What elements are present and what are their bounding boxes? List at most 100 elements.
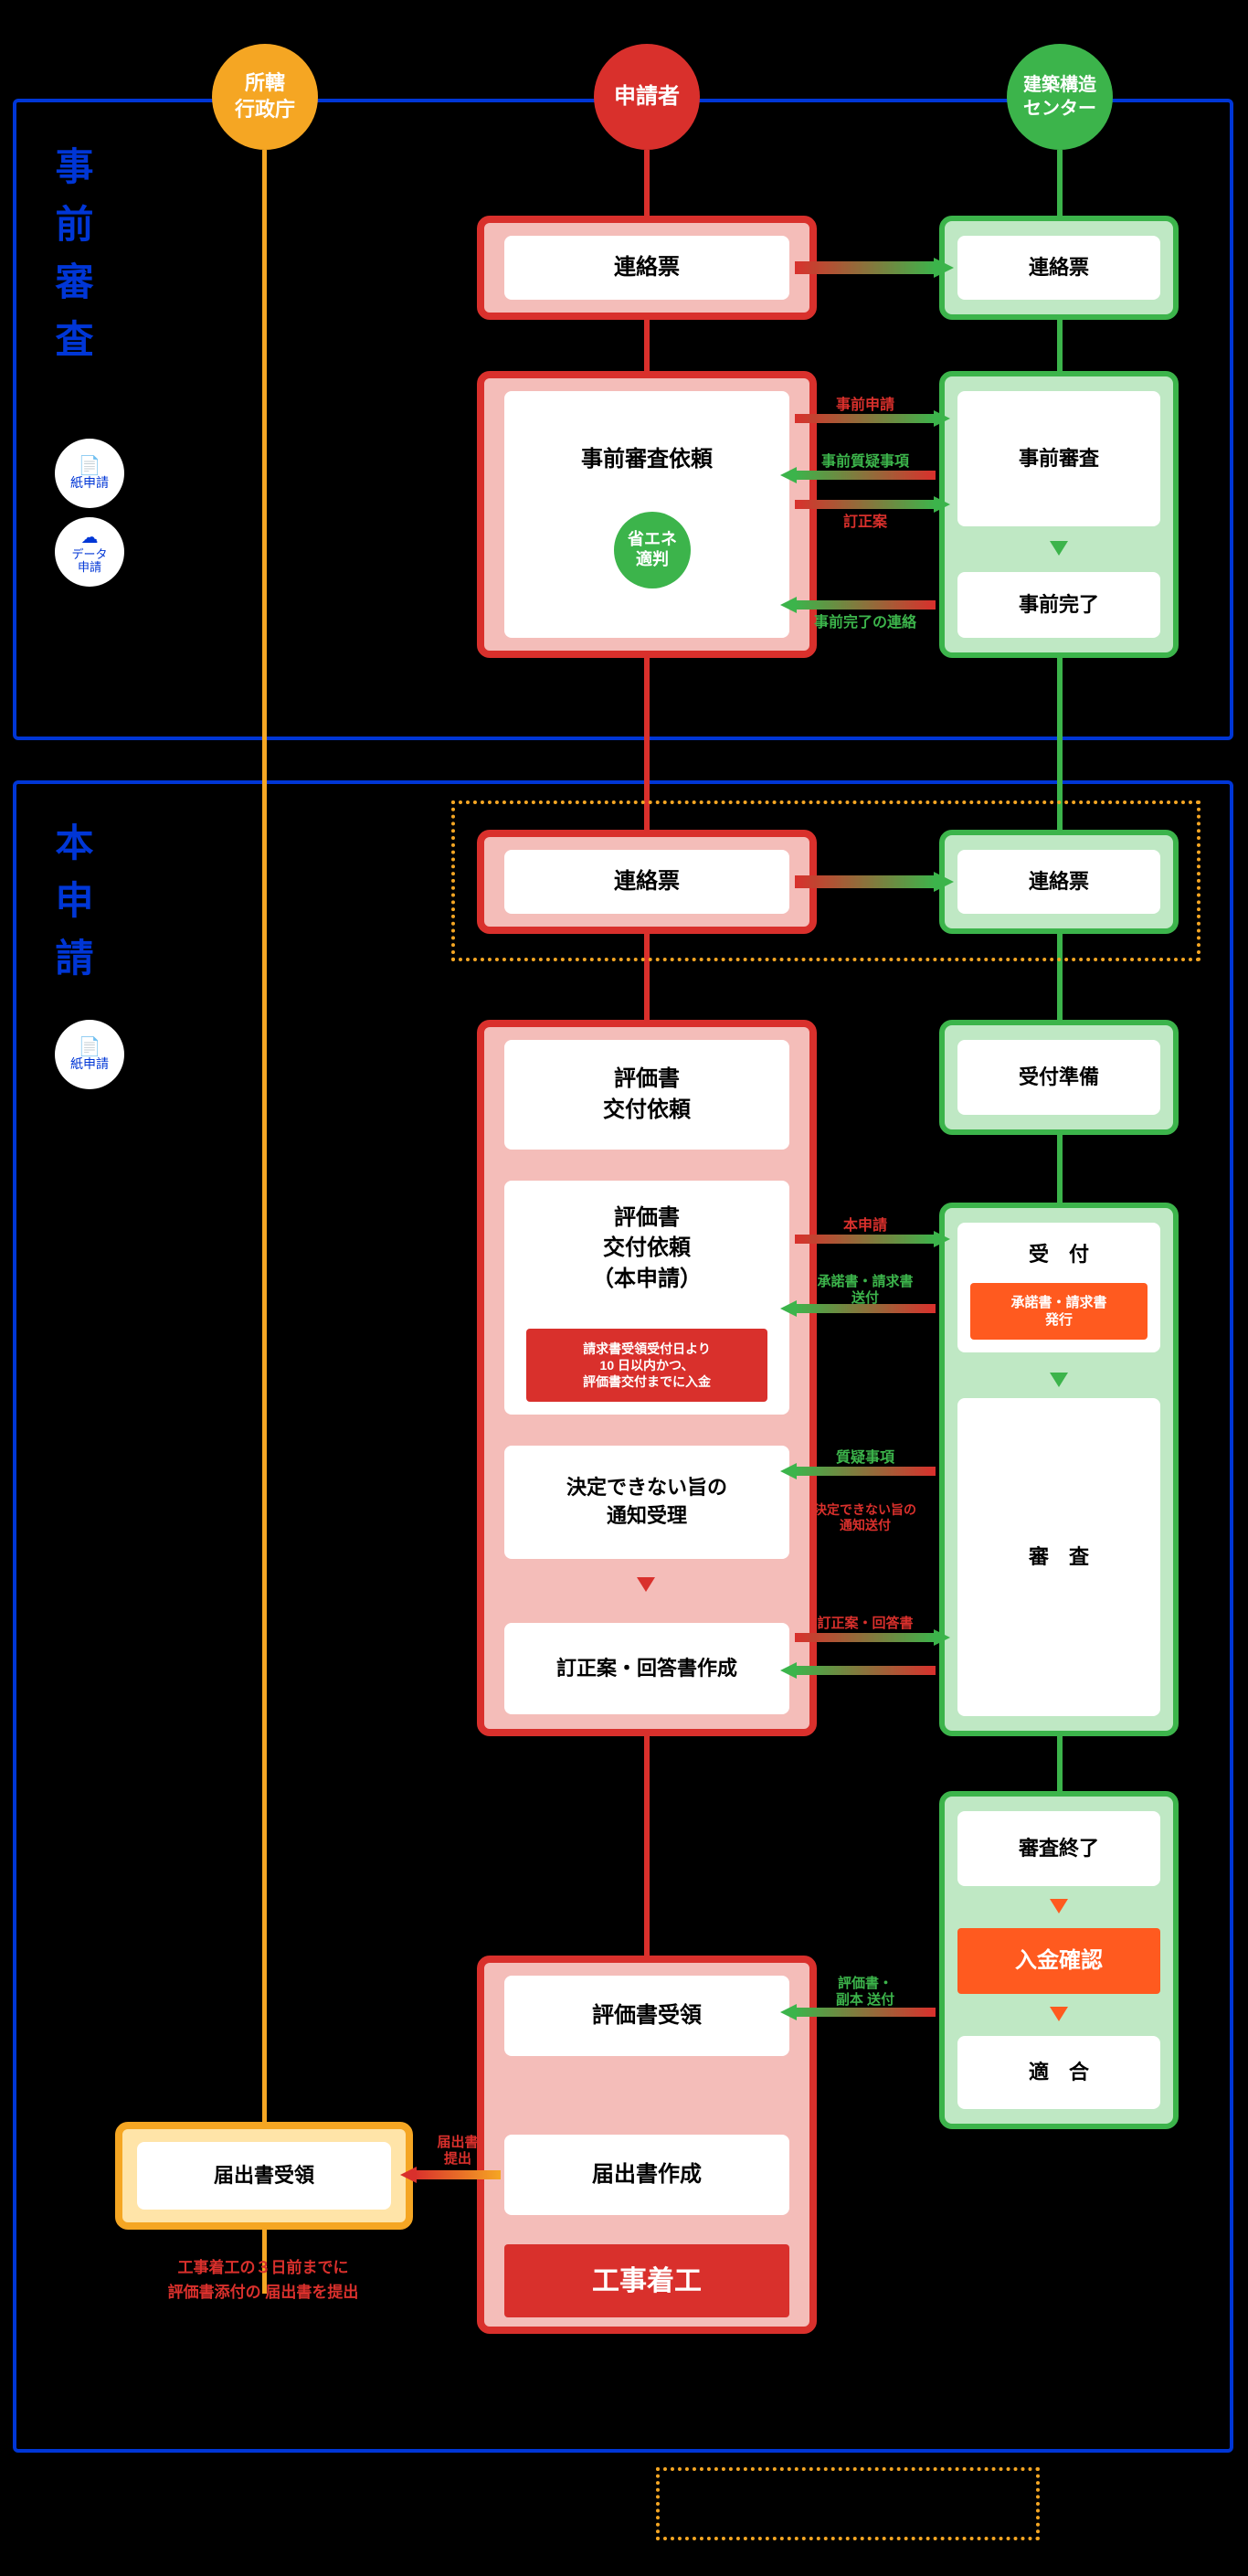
node-label: 受 付: [1029, 1241, 1089, 1269]
arrow-label-a8: 質疑事項: [795, 1449, 936, 1467]
node-n_ctr_jizen: 事前審査: [957, 391, 1160, 526]
arrow-a10: [795, 2008, 936, 2017]
node-n_app_kettei: 決定できない旨の通知受理: [504, 1446, 789, 1559]
actor-applicant: 申請者: [594, 44, 700, 150]
note-note1: 工事着工の３日前までに評価書添付の 届出書を提出: [99, 2255, 428, 2305]
node-label: 審査終了: [1019, 1835, 1099, 1863]
arrowhead-a11: [400, 2167, 417, 2183]
arrow-label-a3b: 訂正案: [795, 514, 936, 531]
arrowhead-a2: [934, 410, 950, 427]
dashed-box-d2: [656, 2467, 1040, 2540]
lane-line-app1: [644, 150, 650, 216]
node-label: 受付準備: [1019, 1064, 1099, 1092]
arrowhead-a6: [934, 1231, 950, 1247]
node-n_app_renraku1: 連絡票: [504, 236, 789, 300]
node-n_app_hyokauke: 評価書受領: [504, 1976, 789, 2056]
section-label-main: 本申請: [44, 822, 100, 995]
badge-paper1: 📄紙申請: [55, 439, 124, 508]
arrowhead-a5: [934, 872, 954, 892]
badge-icon: 📄: [79, 1037, 101, 1057]
node-n_ctr_jizenkanryo: 事前完了: [957, 572, 1160, 638]
triangle-t_ctr_3: [1050, 1899, 1068, 1913]
lane-line-app5: [644, 1736, 650, 1956]
lane-line-ctr2: [1057, 320, 1063, 371]
node-n_ctr_shinsa: 審 査: [957, 1398, 1160, 1716]
arrow-label-a2: 事前申請: [795, 397, 936, 414]
triangle-t_ctr_4: [1050, 2007, 1068, 2021]
badge-label: 紙申請: [70, 1057, 109, 1071]
node-label: 決定できない旨の通知受理: [566, 1474, 727, 1531]
arrow-a3: [795, 471, 936, 480]
arrow-a1: [795, 261, 936, 274]
node-label: 事前審査依頼: [581, 444, 713, 475]
subbox-orange_note2: 入金確認: [957, 1928, 1160, 1994]
arrow-a11: [415, 2170, 501, 2179]
badge-paper2: 📄紙申請: [55, 1020, 124, 1089]
lane-line-gov: [262, 150, 267, 2294]
node-label: 評価書交付依頼: [603, 1064, 691, 1125]
node-label: 連絡票: [1029, 254, 1089, 282]
node-n_ctr_shinsaend: 審査終了: [957, 1811, 1160, 1886]
triangle-t_app_1: [637, 1577, 655, 1592]
node-label: 事前完了: [1019, 591, 1099, 620]
arrow-label-a4: 事前完了の連絡: [795, 614, 936, 631]
badge-icon: ☁: [81, 529, 99, 548]
node-label: 連絡票: [614, 866, 680, 897]
badge-icon: 📄: [79, 456, 101, 476]
badge-data1: ☁データ申請: [55, 517, 124, 587]
node-label: 事前審査: [1019, 445, 1099, 473]
node-label: 評価書受領: [592, 2000, 702, 2031]
lane-line-ctr1: [1057, 150, 1063, 216]
arrowhead-a4: [780, 597, 797, 613]
lane-line-app2: [644, 320, 650, 371]
actor-center: 建築構造センター: [1007, 44, 1113, 150]
arrow-label-a10: 評価書・副本 送付: [795, 1976, 936, 2009]
node-label: 評価書交付依頼（本申請）: [592, 1203, 702, 1295]
node-n_gov_todoke: 届出書受領: [137, 2142, 391, 2210]
arrowhead-a1: [934, 258, 954, 278]
arrow-a5: [795, 875, 936, 888]
subbox-orange_note1: 承諾書・請求書発行: [970, 1283, 1148, 1340]
arrow-a2: [795, 414, 936, 423]
arrow-a6: [795, 1235, 936, 1244]
arrow-a8: [795, 1467, 936, 1476]
node-n_app_todoke: 届出書作成: [504, 2135, 789, 2215]
node-n_ctr_renraku1: 連絡票: [957, 236, 1160, 300]
node-label: 適 合: [1029, 2059, 1089, 2087]
arrowhead-a9: [934, 1629, 950, 1646]
lane-line-ctr5: [1057, 1135, 1063, 1203]
triangle-t_ctr_2: [1050, 1373, 1068, 1387]
badge-label: データ申請: [71, 548, 107, 575]
arrow-label-a3: 事前質疑事項: [795, 453, 936, 471]
node-label: 訂正案・回答書作成: [556, 1655, 737, 1683]
node-label: 連絡票: [1029, 868, 1089, 896]
arrow-label-a8b: 決定できない旨の通知送付: [795, 1502, 936, 1533]
arrow-a9b: [795, 1666, 936, 1675]
arrow-a9: [795, 1633, 936, 1642]
arrow-label-a6: 本申請: [795, 1217, 936, 1235]
subbox-final_box: 工事着工: [504, 2244, 789, 2317]
section-label-pre: 事前審査: [44, 146, 100, 376]
node-n_app_hyoka1: 評価書交付依頼: [504, 1040, 789, 1150]
lane-line-ctr6: [1057, 1736, 1063, 1791]
arrow-a3b: [795, 500, 936, 509]
badge-label: 紙申請: [70, 476, 109, 490]
arrow-label-a7: 承諾書・請求書送付: [795, 1274, 936, 1307]
actor-gov: 所轄行政庁: [212, 44, 318, 150]
arrow-label-a11: 届出書提出: [415, 2135, 501, 2168]
arrowhead-a9b: [780, 1662, 797, 1679]
node-n_ctr_uketsuke_junbi: 受付準備: [957, 1040, 1160, 1115]
energy-badge: 省エネ適判: [614, 512, 691, 588]
node-label: 連絡票: [614, 252, 680, 283]
node-label: 届出書受領: [214, 2162, 314, 2190]
node-label: 届出書作成: [592, 2159, 702, 2190]
node-n_app_teisei: 訂正案・回答書作成: [504, 1623, 789, 1714]
arrowhead-a3b: [934, 496, 950, 513]
node-n_ctr_tekigo: 適 合: [957, 2036, 1160, 2109]
node-label: 審 査: [1029, 1543, 1089, 1572]
node-n_app_renraku2: 連絡票: [504, 850, 789, 914]
subbox-red_note1: 請求書受領受付日より10 日以内かつ、評価書交付までに入金: [526, 1329, 767, 1402]
node-n_ctr_renraku2: 連絡票: [957, 850, 1160, 914]
triangle-t_ctr_1: [1050, 541, 1068, 556]
arrow-a4: [795, 600, 936, 610]
